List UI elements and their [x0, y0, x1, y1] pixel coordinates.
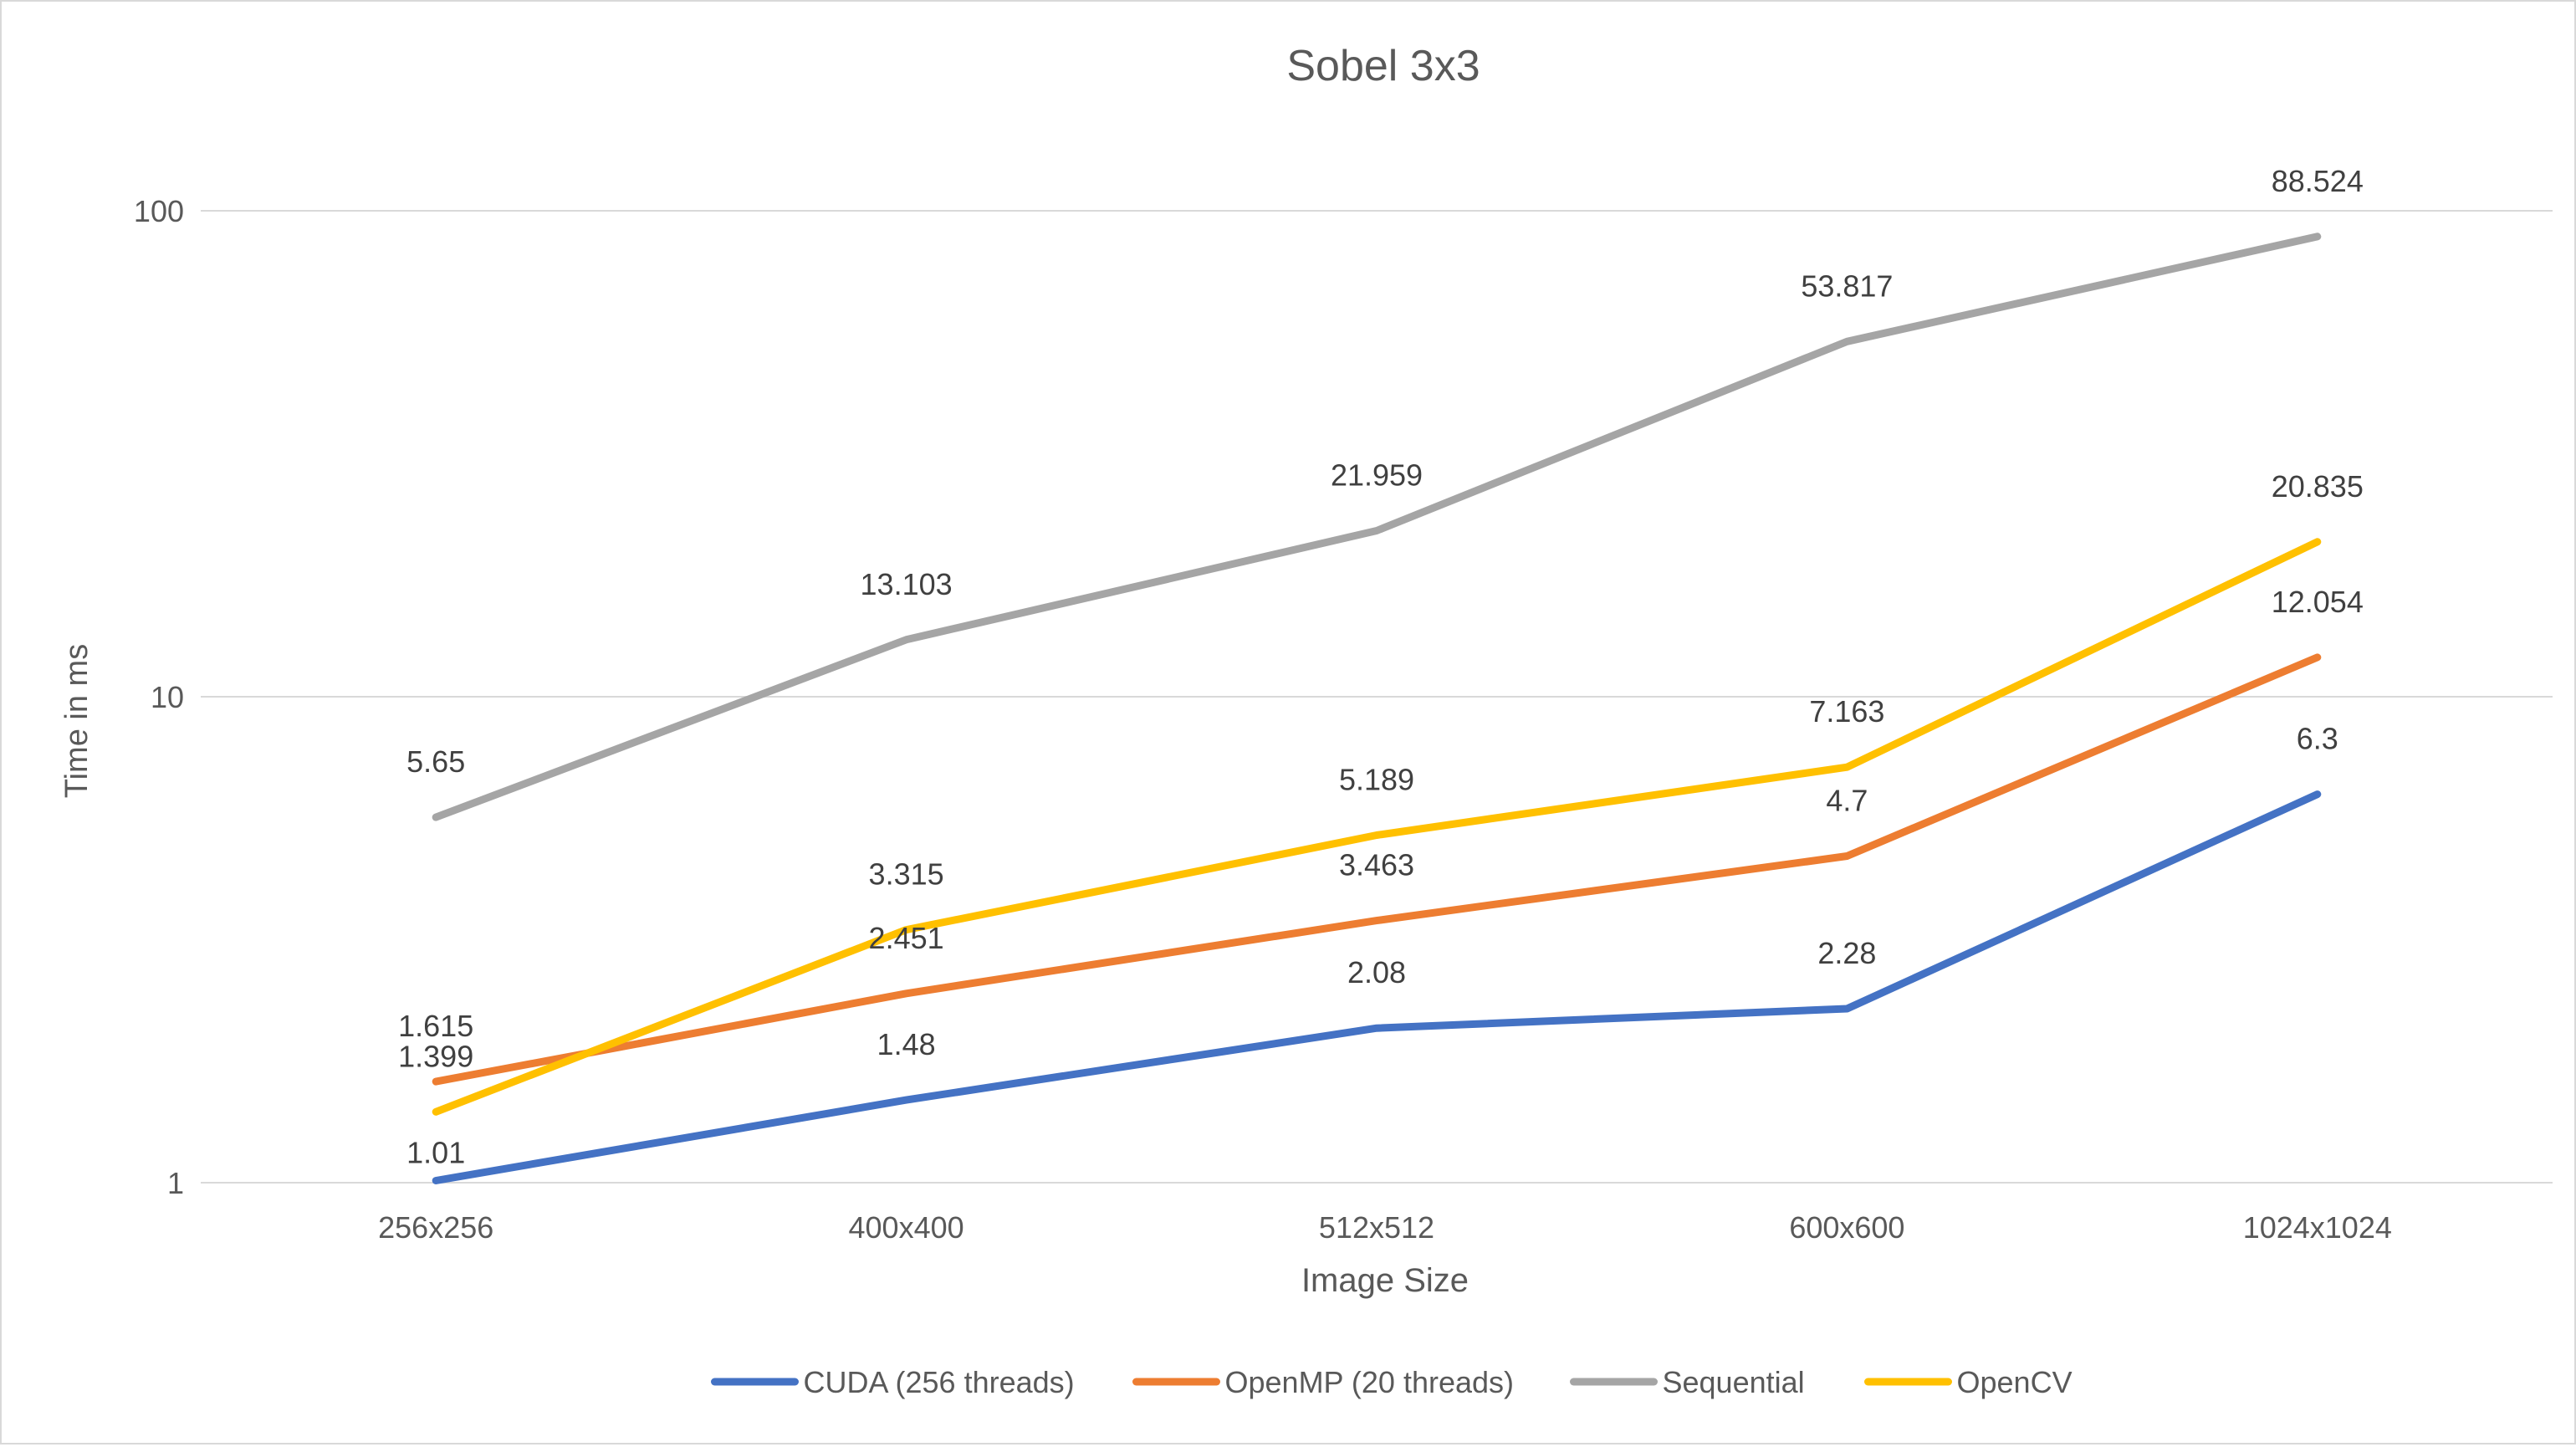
series-lines	[432, 233, 2322, 1184]
data-label: 7.163	[1809, 694, 1884, 729]
legend-label-openmp-20-threads: OpenMP (20 threads)	[1225, 1365, 1515, 1399]
legend: CUDA (256 threads) OpenMP (20 threads) Seq…	[711, 1365, 2073, 1399]
series-line-sequential	[432, 233, 2322, 821]
data-label: 5.189	[1339, 763, 1414, 797]
y-tick-label: 1	[167, 1166, 184, 1200]
series-line-opencv	[432, 538, 2322, 1116]
data-label: 2.451	[869, 921, 944, 955]
data-label: 2.28	[1817, 936, 1876, 970]
y-axis-ticks: 1 10 100	[134, 194, 184, 1200]
data-label: 1.48	[877, 1027, 936, 1061]
data-label: 1.01	[406, 1135, 465, 1169]
gridlines	[201, 210, 2553, 1184]
data-label: 2.08	[1347, 955, 1406, 989]
data-label: 3.315	[869, 857, 944, 892]
data-label: 4.7	[1826, 784, 1868, 818]
data-label: 3.463	[1339, 848, 1414, 882]
legend-label-sequential: Sequential	[1663, 1365, 1805, 1399]
x-axis-ticks: 256x256 400x400 512x512 600x600 1024x1024	[378, 1210, 2392, 1245]
data-label: 12.054	[2272, 585, 2364, 619]
series-line-openmp-20-threads	[432, 653, 2322, 1086]
legend-label-opencv: OpenCV	[1957, 1365, 2073, 1399]
y-tick-label: 100	[134, 194, 184, 228]
series-line-cuda-256-threads	[432, 790, 2322, 1184]
x-tick-label: 1024x1024	[2243, 1210, 2392, 1245]
data-labels: 1.01 1.48 2.08 2.28 6.3 1.615 2.451 3.463 4.7 12.…	[398, 164, 2364, 1170]
x-tick-label: 600x600	[1789, 1210, 1904, 1245]
data-label: 1.399	[398, 1039, 473, 1073]
y-axis-title: Time in ms	[59, 644, 95, 798]
x-tick-label: 400x400	[849, 1210, 964, 1245]
data-label: 88.524	[2272, 164, 2364, 198]
data-label: 1.615	[398, 1009, 473, 1043]
data-label: 13.103	[861, 567, 953, 601]
y-tick-label: 10	[151, 680, 184, 714]
data-label: 21.959	[1331, 458, 1423, 493]
data-label: 20.835	[2272, 469, 2364, 504]
data-label: 5.65	[406, 744, 465, 779]
data-label: 6.3	[2297, 722, 2338, 756]
x-tick-label: 512x512	[1319, 1210, 1434, 1245]
legend-label-cuda-256-threads: CUDA (256 threads)	[804, 1365, 1075, 1399]
data-label: 53.817	[1801, 268, 1893, 303]
x-axis-title: Image Size	[1301, 1262, 1469, 1299]
chart-title: Sobel 3x3	[1286, 42, 1480, 90]
x-tick-label: 256x256	[378, 1210, 493, 1245]
